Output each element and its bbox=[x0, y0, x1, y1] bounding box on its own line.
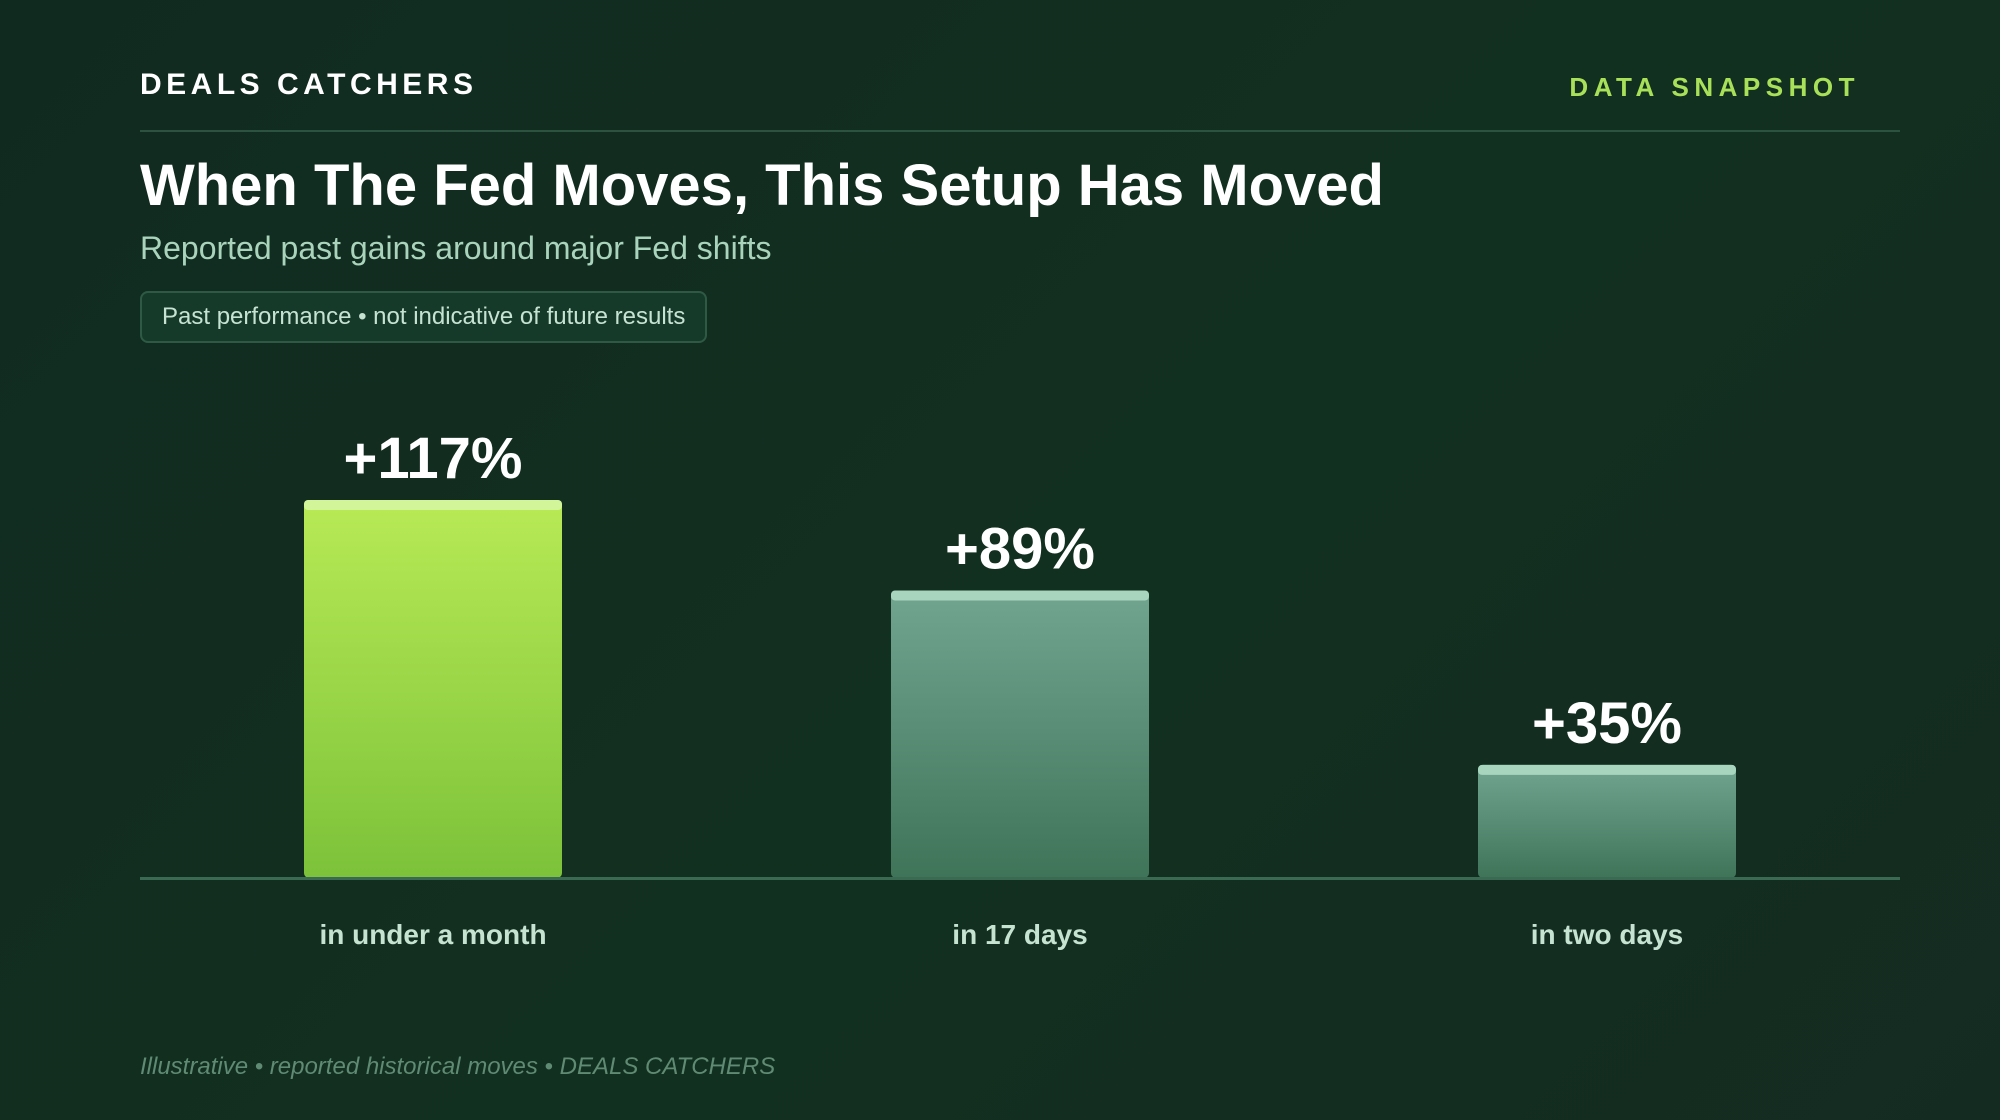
bar-0 bbox=[304, 500, 562, 878]
page-title: When The Fed Moves, This Setup Has Moved bbox=[140, 153, 1384, 218]
header-divider bbox=[140, 130, 1900, 132]
footer-note: Illustrative • reported historical moves… bbox=[140, 1053, 776, 1080]
category-label-1: in 17 days bbox=[952, 919, 1087, 950]
bar-2 bbox=[1478, 764, 1736, 878]
disclaimer-badge: Past performance • not indicative of fut… bbox=[140, 291, 708, 343]
value-label-1: +89% bbox=[945, 516, 1095, 581]
snapshot-tag: DATA SNAPSHOT bbox=[1569, 72, 1860, 102]
bar-cap-2 bbox=[1478, 764, 1736, 775]
value-label-2: +35% bbox=[1532, 691, 1682, 756]
brand-name: DEALS CATCHERS bbox=[140, 68, 478, 101]
chart-baseline bbox=[140, 877, 1900, 880]
category-label-0: in under a month bbox=[319, 919, 546, 950]
bar-cap-0 bbox=[304, 500, 562, 510]
bar-1 bbox=[891, 590, 1149, 878]
page-subtitle: Reported past gains around major Fed shi… bbox=[140, 230, 772, 266]
value-label-0: +117% bbox=[343, 426, 522, 491]
bar-cap-1 bbox=[891, 590, 1149, 601]
category-label-2: in two days bbox=[1531, 919, 1683, 950]
